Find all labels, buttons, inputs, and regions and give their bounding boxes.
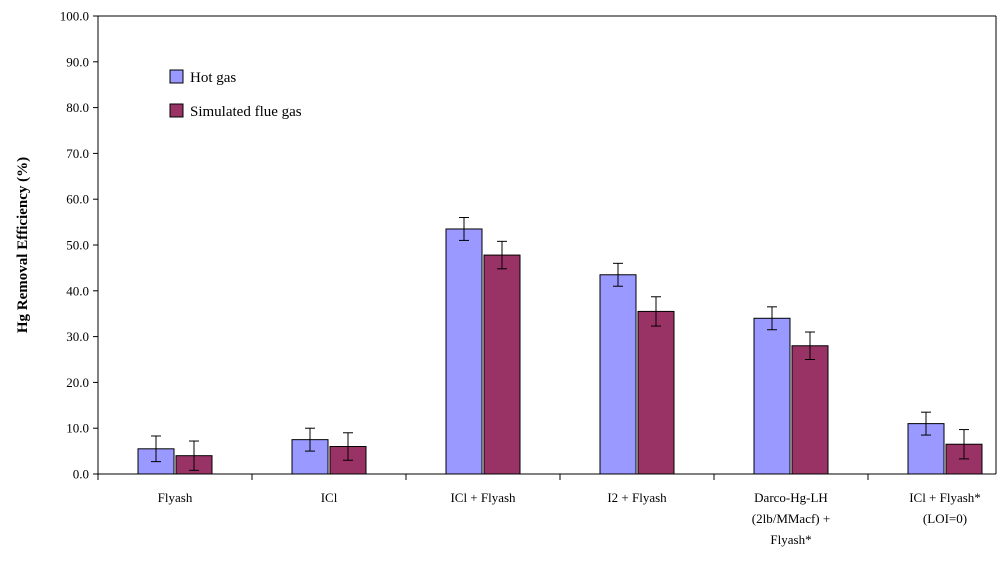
legend-swatch — [169, 103, 184, 118]
y-tick-label: 90.0 — [66, 54, 89, 69]
y-axis-label: Hg Removal Efficiency (%) — [15, 157, 31, 333]
bar-hot-gas — [599, 274, 637, 475]
bar-simulated-flue-gas — [791, 345, 829, 475]
y-tick-label: 100.0 — [60, 9, 89, 24]
bar-simulated-flue-gas — [637, 310, 675, 475]
y-tick-label: 40.0 — [66, 283, 89, 298]
bar-simulated-flue-gas — [483, 254, 521, 475]
x-category-label: ICl — [321, 490, 338, 505]
x-category-label: ICl + Flyash* (LOI=0) — [909, 490, 981, 526]
legend: Hot gas Simulated flue gas — [169, 69, 302, 120]
y-tick-label: 20.0 — [66, 375, 89, 390]
x-category-label: ICl + Flyash — [450, 490, 516, 505]
bar-hot-gas — [445, 228, 483, 475]
axes — [93, 15, 997, 480]
legend-swatch — [169, 69, 184, 84]
y-tick-label: 50.0 — [66, 238, 89, 253]
x-category-label: Flyash — [158, 490, 193, 505]
y-tick-label: 80.0 — [66, 100, 89, 115]
y-tick-label: 0.0 — [73, 467, 89, 482]
y-tick-label: 10.0 — [66, 421, 89, 436]
y-tick-label: 30.0 — [66, 329, 89, 344]
legend-label: Hot gas — [190, 70, 236, 86]
x-category-label: Darco-Hg-LH (2lb/MMacf) + Flyash* — [752, 490, 830, 547]
bars — [137, 217, 983, 475]
x-category-label: I2 + Flyash — [607, 490, 667, 505]
y-tick-label: 70.0 — [66, 146, 89, 161]
y-tick-label: 60.0 — [66, 192, 89, 207]
bar-hot-gas — [753, 317, 791, 475]
legend-label: Simulated flue gas — [190, 104, 302, 120]
labels: 0.0 10.0 20.0 30.0 40.0 50.0 60.0 70.0 80.0 90.0 1… — [15, 9, 981, 548]
